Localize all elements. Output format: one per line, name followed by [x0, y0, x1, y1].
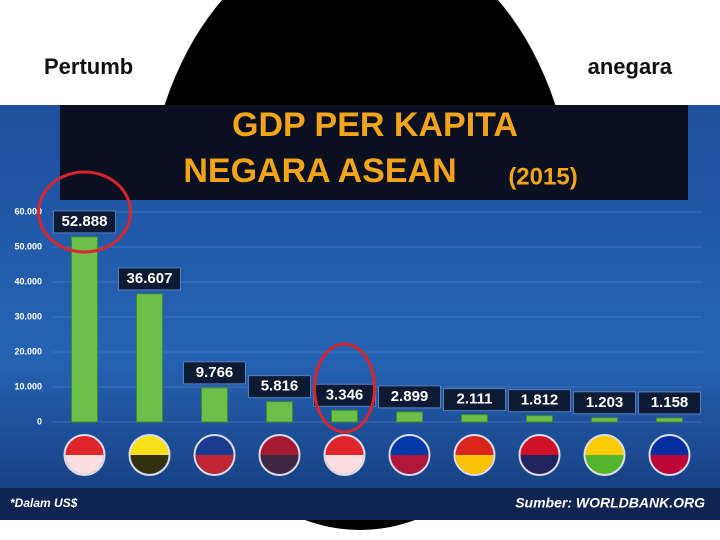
- flag-detail: [325, 455, 364, 474]
- flag-detail: [650, 455, 689, 474]
- value-label-box: [638, 391, 701, 415]
- footnote: *Dalam US$: [10, 496, 78, 510]
- bar: [331, 409, 358, 423]
- slide-title: anegara: [588, 54, 673, 79]
- flag-detail: [585, 455, 624, 474]
- value-label: 1.203: [586, 394, 624, 411]
- bar: [201, 387, 228, 423]
- flag-detail: [455, 455, 494, 474]
- bar: [591, 417, 618, 423]
- flag-detail: [390, 455, 429, 474]
- flag-detail: [130, 455, 169, 474]
- y-tick-label: 10.000: [14, 381, 42, 391]
- annotation-circle: [37, 170, 132, 254]
- value-label: 5.816: [261, 378, 299, 395]
- value-label-box: [378, 385, 441, 409]
- y-tick-label: 60.000: [14, 206, 42, 216]
- value-label-box: [443, 388, 506, 412]
- bar: [136, 293, 163, 423]
- value-label: 1.158: [651, 394, 689, 411]
- value-label: 2.111: [457, 391, 493, 408]
- chart-year: (2015): [508, 163, 577, 190]
- bar: [396, 411, 423, 423]
- bar: [266, 401, 293, 423]
- value-label: 1.812: [521, 392, 559, 409]
- flag-detail: [195, 455, 234, 474]
- value-label: 2.899: [391, 388, 429, 405]
- chart-title: GDP PER KAPITA: [232, 106, 518, 144]
- value-label: 52.888: [62, 213, 108, 230]
- value-label-box: [183, 361, 246, 385]
- value-label: 36.607: [127, 270, 173, 287]
- flag-detail: [65, 455, 104, 474]
- y-tick-label: 30.000: [14, 311, 42, 321]
- chart-subtitle: NEGARA ASEAN: [183, 152, 456, 190]
- y-tick-label: 50.000: [14, 241, 42, 251]
- value-label-box: [573, 391, 636, 415]
- bar: [71, 236, 98, 423]
- y-tick-label: 20.000: [14, 346, 42, 356]
- footer-band: [0, 488, 720, 520]
- flag-detail: [520, 455, 559, 474]
- flag-detail: [260, 455, 299, 474]
- value-label: 9.766: [196, 364, 234, 381]
- source: Sumber: WORLDBANK.ORG: [515, 495, 705, 511]
- value-label-box: [508, 389, 571, 413]
- value-label: 3.346: [326, 386, 364, 403]
- bar: [656, 417, 683, 423]
- annotation-circle: [313, 342, 376, 434]
- y-tick-label: 0: [37, 416, 42, 426]
- bar: [526, 415, 553, 423]
- title-band: [60, 105, 688, 200]
- value-label-box: [248, 375, 311, 399]
- slide-title: Pertumb: [44, 54, 133, 79]
- bar: [461, 414, 488, 423]
- value-label-box: [118, 267, 181, 291]
- value-label-box: [53, 210, 116, 234]
- y-tick-label: 40.000: [14, 276, 42, 286]
